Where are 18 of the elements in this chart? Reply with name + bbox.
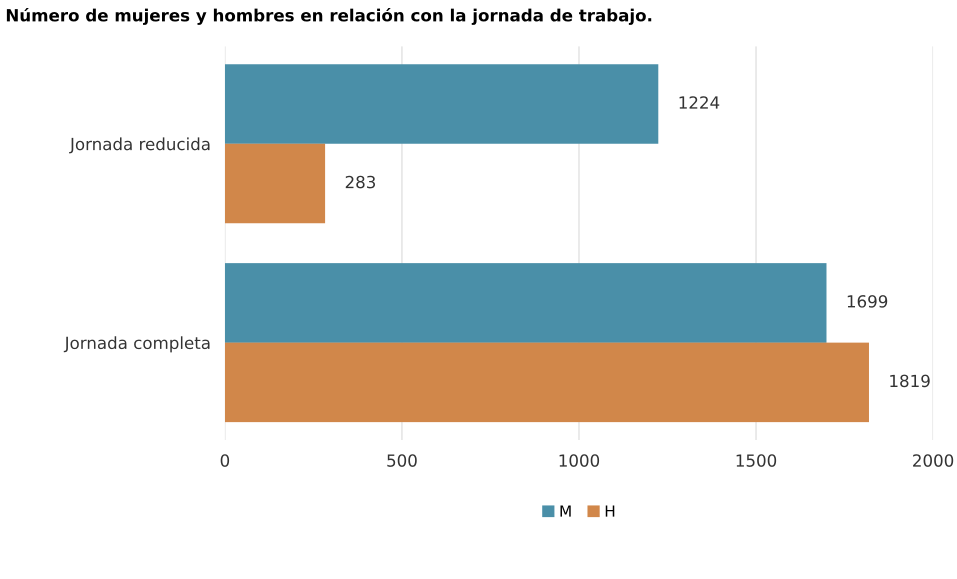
data-label: 1224 bbox=[680, 96, 720, 109]
y-tick-label: Jornada completa bbox=[64, 336, 210, 352]
data-label: 283 bbox=[346, 176, 376, 188]
legend-label: H bbox=[606, 505, 614, 517]
data-label: 1819 bbox=[890, 374, 930, 388]
x-tick-label: 0 bbox=[220, 454, 230, 467]
x-tick-label: 1500 bbox=[736, 454, 776, 467]
bar bbox=[224, 263, 826, 343]
legend-label: M bbox=[560, 505, 571, 517]
bar bbox=[224, 144, 326, 224]
x-tick-label: 2000 bbox=[913, 454, 954, 467]
data-label: 1699 bbox=[848, 295, 888, 308]
y-tick-label: Jornada reducida bbox=[69, 137, 210, 154]
x-tick-label: 1000 bbox=[560, 454, 600, 467]
chart-title: Número de mujeres y hombres en relación con la jornada de trabajo. bbox=[6, 8, 652, 25]
x-tick-label: 500 bbox=[387, 454, 417, 467]
bar bbox=[224, 342, 869, 422]
bar bbox=[224, 64, 658, 144]
